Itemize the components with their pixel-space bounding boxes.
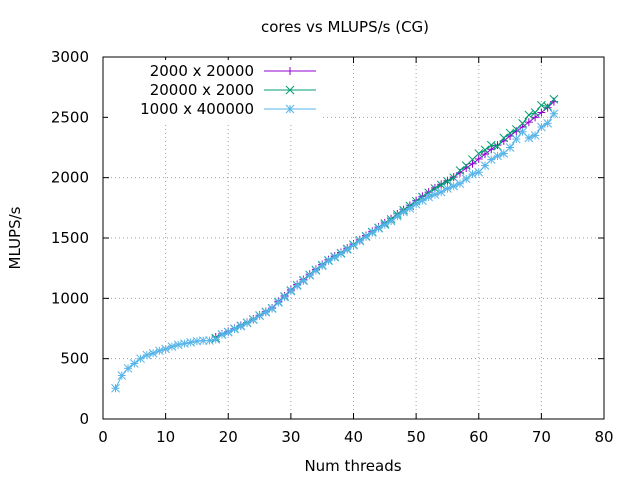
data-point (543, 119, 552, 128)
data-point (349, 240, 358, 250)
data-point (524, 118, 533, 127)
x-tick-label: 60 (469, 428, 488, 446)
data-point (543, 102, 552, 111)
data-point (455, 166, 465, 175)
x-axis-label: Num threads (304, 457, 401, 475)
chart-title: cores vs MLUPS/s (CG) (261, 18, 429, 36)
data-point (481, 150, 490, 159)
data-point (499, 149, 509, 158)
data-point (161, 344, 170, 354)
data-point (530, 131, 540, 140)
x-tick-label: 50 (407, 428, 426, 446)
x-tick-label: 10 (156, 428, 175, 446)
data-point (436, 180, 446, 190)
data-point (455, 179, 465, 189)
y-tick-label: 2500 (51, 108, 89, 126)
data-point (543, 103, 552, 112)
data-point (336, 249, 346, 259)
x-axis-ticks: 0 10 20 30 40 50 60 70 80 (98, 57, 614, 446)
data-point (549, 94, 559, 104)
data-point (405, 204, 415, 213)
data-point (537, 108, 546, 117)
data-point (117, 371, 127, 380)
data-point (367, 228, 377, 237)
data-point (142, 350, 152, 360)
legend-label: 20000 x 2000 (150, 81, 254, 99)
data-point (317, 261, 327, 271)
x-tick-label: 80 (594, 428, 613, 446)
x-tick-label: 70 (532, 428, 551, 446)
data-point (530, 108, 540, 117)
series-3 (111, 109, 559, 393)
data-point (342, 245, 352, 254)
data-point (299, 276, 308, 286)
data-point (248, 315, 258, 325)
y-axis-label: MLUPS/s (6, 206, 24, 269)
data-point (537, 122, 546, 132)
data-point (155, 346, 164, 356)
y-tick-label: 1000 (51, 289, 89, 307)
data-point (355, 236, 365, 246)
x-tick-label: 40 (344, 428, 363, 446)
y-tick-label: 3000 (51, 48, 89, 66)
data-point (386, 216, 396, 226)
data-point (305, 271, 315, 280)
data-point (198, 336, 208, 345)
data-point (531, 113, 540, 122)
y-tick-label: 1500 (51, 229, 89, 247)
legend-marker (285, 104, 295, 114)
data-point (136, 354, 145, 364)
data-point (511, 134, 521, 144)
data-point (549, 109, 559, 119)
data-point (167, 342, 177, 351)
data-point (392, 211, 402, 221)
data-point (273, 298, 283, 307)
data-point (186, 338, 196, 347)
data-point (399, 207, 408, 217)
data-point (493, 141, 502, 150)
data-point (129, 359, 139, 368)
data-point (286, 286, 296, 296)
y-tick-label: 2000 (51, 169, 89, 187)
legend-marker (285, 85, 295, 95)
data-point (123, 363, 133, 373)
data-point (474, 154, 483, 163)
data-point (493, 141, 502, 151)
series-2 (211, 94, 559, 343)
data-point (380, 220, 390, 230)
data-point (480, 145, 490, 155)
data-point (211, 335, 221, 344)
legend-marker (286, 67, 294, 75)
data-point (324, 256, 333, 266)
data-point (111, 383, 120, 393)
data-point (255, 311, 264, 321)
data-point (180, 339, 189, 348)
data-point (280, 292, 289, 302)
data-point (468, 169, 477, 179)
series-layer (111, 94, 559, 393)
x-tick-label: 30 (281, 428, 300, 446)
data-point (518, 119, 527, 128)
data-point (524, 110, 534, 120)
data-point (474, 149, 484, 158)
data-point (468, 159, 477, 168)
x-tick-label: 0 (98, 428, 108, 446)
data-point (461, 174, 471, 184)
data-point (292, 281, 302, 291)
data-point (499, 133, 509, 143)
data-point (361, 232, 371, 242)
y-tick-label: 500 (60, 350, 89, 368)
legend-label: 1000 x 400000 (140, 100, 254, 118)
series-1 (211, 97, 558, 341)
data-point (505, 143, 515, 152)
data-point (311, 266, 321, 275)
x-tick-label: 20 (219, 428, 238, 446)
data-point (443, 176, 452, 186)
y-tick-label: 0 (79, 410, 89, 428)
series-line (215, 98, 555, 339)
y-axis-ticks: 0 500 1000 1500 2000 2500 3000 (51, 48, 604, 428)
legend-label: 2000 x 20000 (150, 62, 254, 80)
